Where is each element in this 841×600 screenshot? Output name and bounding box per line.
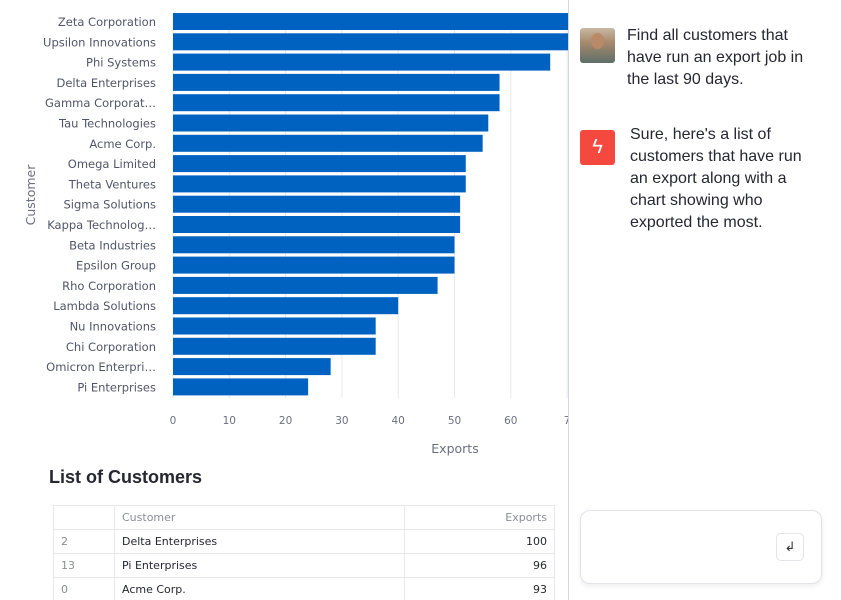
- send-button[interactable]: ↲: [776, 533, 804, 561]
- bar[interactable]: [173, 317, 376, 335]
- message-text: Sure, here's a list of customers that ha…: [630, 126, 802, 231]
- x-tick-label: 30: [335, 415, 348, 427]
- y-tick-label: Chi Corporation: [66, 340, 156, 354]
- exports-cell: 93: [404, 577, 555, 600]
- bar[interactable]: [173, 73, 500, 91]
- y-tick-label: Omega Limited: [68, 157, 156, 171]
- list-title: List of Customers: [49, 467, 203, 487]
- bar[interactable]: [173, 155, 466, 173]
- table-row[interactable]: 13 Pi Enterprises 96: [53, 553, 555, 578]
- x-tick-label: 50: [448, 415, 461, 427]
- x-tick-label: 40: [392, 415, 405, 427]
- row-index: 13: [53, 553, 115, 578]
- y-tick-label: Nu Innovations: [70, 320, 156, 334]
- assistant-message: ϟ Sure, here's a list of customers that …: [580, 126, 820, 234]
- y-tick-label: Sigma Solutions: [63, 198, 156, 212]
- exports-cell: 100: [404, 529, 555, 554]
- bar[interactable]: [173, 276, 438, 294]
- y-tick-label: Delta Enterprises: [57, 76, 157, 90]
- bar[interactable]: [173, 33, 568, 51]
- table-row[interactable]: 2 Delta Enterprises 100: [53, 529, 555, 554]
- bar[interactable]: [173, 195, 461, 213]
- y-axis-title: Customer: [23, 164, 38, 226]
- x-tick-label: 60: [504, 415, 517, 427]
- y-tick-label: Acme Corp.: [89, 137, 156, 151]
- table-row[interactable]: 0 Acme Corp. 93: [53, 577, 555, 600]
- bar[interactable]: [173, 114, 489, 132]
- y-tick-label: Phi Systems: [86, 56, 156, 70]
- customer-cell: Acme Corp.: [113, 577, 406, 600]
- y-tick-label: Beta Industries: [69, 238, 156, 252]
- column-header-exports[interactable]: Exports: [404, 505, 555, 530]
- x-tick-label: 10: [223, 415, 236, 427]
- x-tick-label: 20: [279, 415, 292, 427]
- x-tick-label: 0: [170, 415, 177, 427]
- x-axis-title: Exports: [431, 441, 478, 456]
- y-tick-label: Pi Enterprises: [77, 380, 156, 394]
- bar[interactable]: [173, 236, 455, 254]
- y-tick-label: Rho Corporation: [62, 279, 156, 293]
- y-tick-label: Lambda Solutions: [53, 299, 156, 313]
- y-tick-label: Theta Ventures: [68, 177, 156, 191]
- lightning-icon: ϟ: [580, 130, 615, 165]
- bar[interactable]: [173, 256, 455, 274]
- user-message: Find all customers that have run an expo…: [580, 27, 817, 91]
- bar[interactable]: [173, 94, 500, 112]
- y-tick-label: Tau Technologies: [58, 117, 156, 131]
- message-text: Find all customers that have run an expo…: [627, 27, 804, 88]
- customer-cell: Pi Enterprises: [113, 553, 406, 578]
- y-tick-label: Kappa Technolog…: [47, 218, 156, 232]
- exports-cell: 96: [404, 553, 555, 578]
- bar[interactable]: [173, 297, 399, 315]
- y-tick-label: Upsilon Innovations: [43, 35, 156, 49]
- column-header-index: [53, 505, 115, 530]
- bar[interactable]: [173, 216, 461, 233]
- bar[interactable]: [173, 175, 466, 193]
- y-tick-label: Zeta Corporation: [58, 15, 156, 29]
- row-index: 0: [53, 577, 115, 600]
- x-tick-label: 7: [564, 415, 568, 427]
- bar[interactable]: [173, 134, 483, 152]
- results-panel: 0 10 20 30 40 50 60 7 Zeta Corporation Upsilon In…: [23, 13, 568, 600]
- bar[interactable]: [173, 378, 309, 396]
- column-header-customer[interactable]: Customer: [113, 505, 406, 530]
- y-tick-label: Epsilon Group: [76, 259, 156, 273]
- y-tick-label: Omicron Enterpri…: [46, 360, 156, 374]
- chat-input[interactable]: ↲: [580, 510, 822, 584]
- bar[interactable]: [173, 358, 331, 376]
- user-avatar: [580, 28, 615, 63]
- y-tick-label: Gamma Corporat…: [45, 96, 156, 110]
- row-index: 2: [53, 529, 115, 554]
- bar[interactable]: [173, 337, 376, 355]
- bar[interactable]: [173, 53, 551, 71]
- bar[interactable]: [173, 13, 568, 30]
- panel-divider: [568, 0, 569, 600]
- exports-bar-chart: 0 10 20 30 40 50 60 7 Zeta Corporation Upsilon In…: [23, 13, 568, 456]
- customers-table: Customer Exports 2 Delta Enterprises 100 13…: [53, 505, 555, 600]
- table-header-row: Customer Exports: [53, 505, 555, 530]
- customer-cell: Delta Enterprises: [113, 529, 406, 554]
